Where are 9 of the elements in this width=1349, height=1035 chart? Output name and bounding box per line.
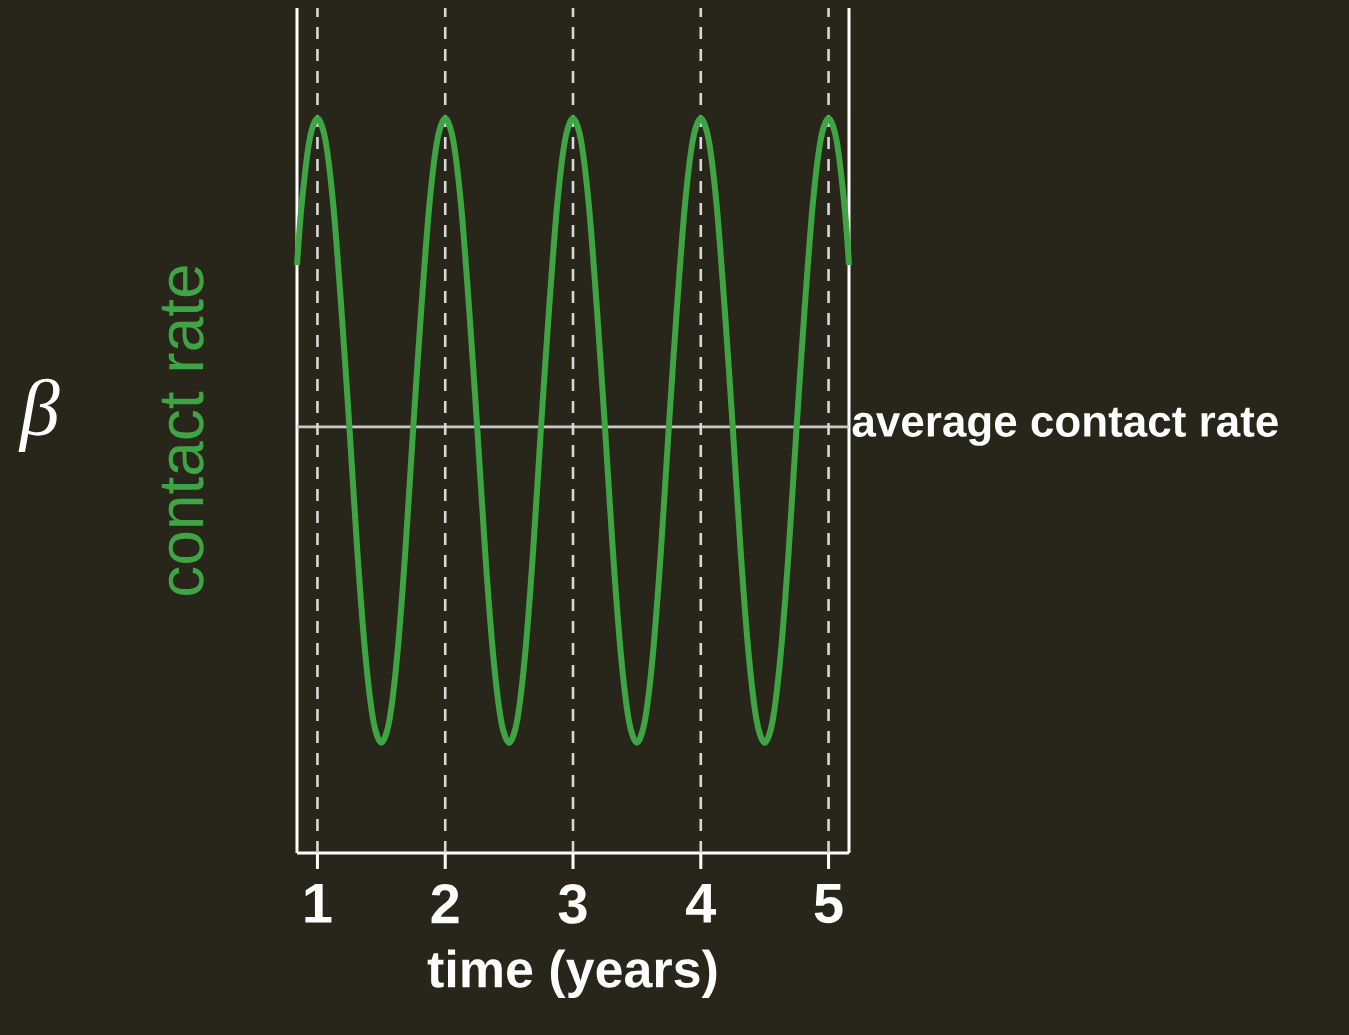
x-tick-label: 1 bbox=[305, 884, 332, 923]
x-tick-label: 3 bbox=[558, 884, 587, 924]
x-tick-label: 2 bbox=[431, 884, 459, 924]
text: β bbox=[18, 378, 60, 452]
x-axis-title: time (years) bbox=[427, 949, 717, 998]
y-axis-title: contact rate bbox=[161, 266, 204, 595]
x-tick-label: 4 bbox=[686, 884, 717, 923]
ref-line-label: average contact rate bbox=[852, 407, 1278, 446]
x-tick-label: 5 bbox=[814, 884, 843, 924]
